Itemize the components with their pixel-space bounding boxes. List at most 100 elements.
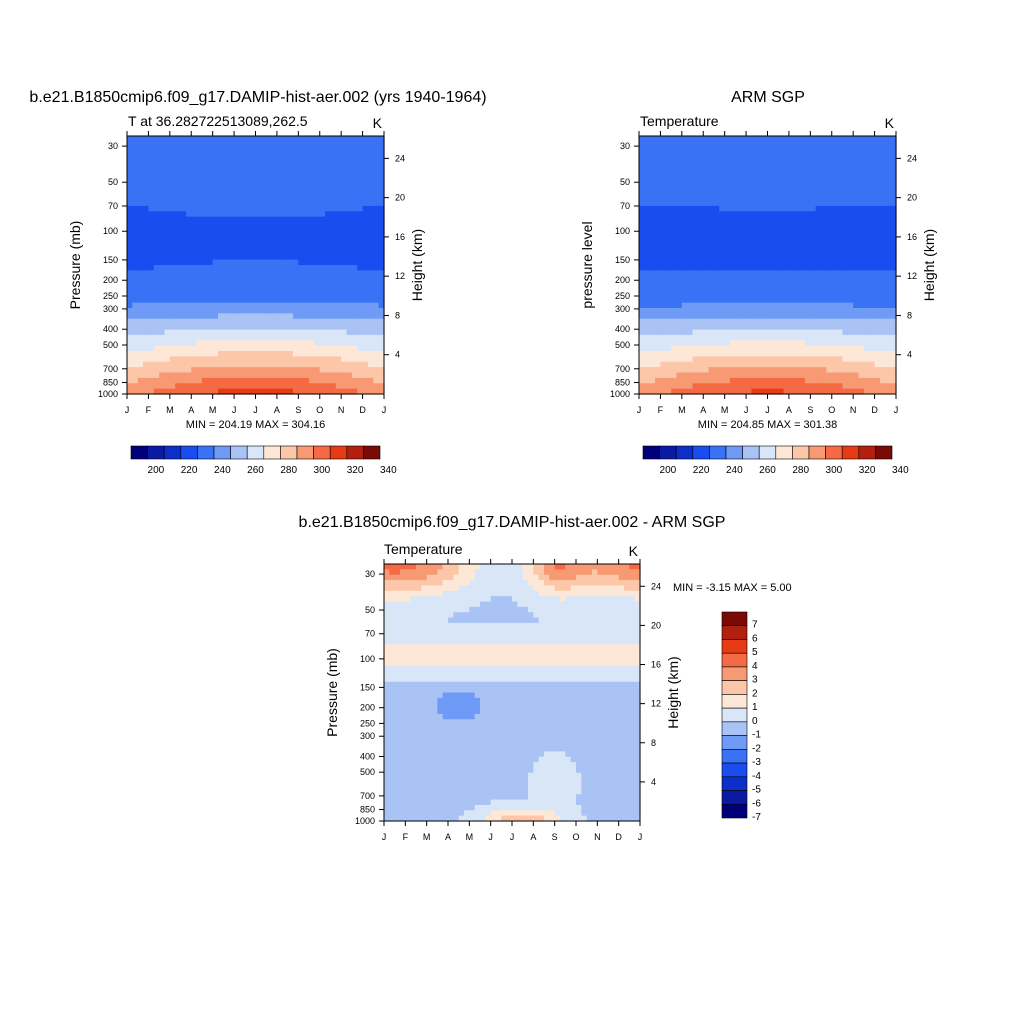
contour-cell: [730, 173, 736, 180]
contour-cell: [660, 281, 667, 288]
contour-cell: [292, 184, 299, 191]
contour-cell: [394, 660, 401, 667]
contour-cell: [378, 286, 385, 293]
contour-cell: [303, 243, 310, 250]
colorbar-swatch: [825, 445, 843, 460]
contour-cell: [708, 308, 715, 314]
contour-cell: [815, 232, 822, 239]
contour-cell: [756, 291, 763, 298]
contour-cell: [847, 189, 854, 196]
contour-cell: [394, 676, 401, 683]
contour-cell: [847, 313, 854, 320]
contour-cell: [196, 141, 203, 148]
contour-cell: [303, 372, 310, 379]
contour-cell: [767, 243, 774, 250]
contour-cell: [842, 211, 849, 218]
contour-cell: [201, 308, 208, 314]
contour-cell: [772, 216, 779, 223]
contour-cell: [772, 383, 779, 390]
contour-cell: [325, 372, 332, 379]
contour-cell: [298, 324, 305, 331]
contour-cell: [831, 291, 838, 298]
contour-cell: [309, 259, 315, 266]
contour-cell: [389, 746, 396, 752]
contour-cell: [724, 227, 731, 234]
contour-cell: [400, 692, 406, 699]
contour-cell: [810, 179, 817, 185]
contour-cell: [239, 383, 246, 390]
contour-cell: [788, 265, 795, 271]
contour-cell: [244, 254, 251, 261]
contour-cell: [196, 372, 203, 379]
contour-cell: [319, 367, 326, 374]
contour-cell: [201, 152, 208, 159]
contour-cell: [660, 329, 667, 336]
contour-cell: [783, 372, 790, 379]
contour-cell: [303, 291, 310, 298]
contour-cell: [772, 200, 779, 207]
contour-cell: [746, 345, 753, 352]
contour-cell: [794, 270, 801, 277]
contour-cell: [180, 152, 187, 159]
contour-cell: [788, 308, 795, 314]
contour-cell: [185, 162, 192, 169]
contour-cell: [180, 281, 187, 288]
contour-cell: [794, 179, 801, 185]
contour-cell: [837, 356, 844, 363]
contour-cell: [842, 345, 849, 352]
contour-cell: [842, 259, 849, 266]
contour-cell: [143, 356, 150, 363]
contour-cell: [384, 735, 390, 742]
contour-cell: [137, 334, 144, 341]
contour-cell: [260, 265, 267, 271]
contour-cell: [687, 179, 694, 185]
contour-cell: [271, 313, 278, 320]
contour-cell: [655, 302, 662, 309]
contour-cell: [799, 141, 806, 148]
contour-cell: [655, 388, 662, 395]
contour-cell: [250, 291, 257, 298]
contour-cell: [703, 222, 710, 228]
contour-cell: [863, 238, 870, 245]
contour-cell: [276, 377, 283, 384]
contour-cell: [831, 329, 838, 336]
contour-cell: [127, 291, 133, 298]
contour-cell: [874, 302, 881, 309]
contour-cell: [271, 334, 278, 341]
contour-cell: [746, 243, 753, 250]
contour-cell: [858, 243, 865, 250]
contour-cell: [815, 356, 822, 363]
contour-cell: [756, 356, 763, 363]
contour-cell: [735, 200, 742, 207]
contour-cell: [276, 189, 283, 196]
contour-cell: [639, 162, 645, 169]
contour-cell: [847, 361, 854, 368]
contour-cell: [821, 281, 827, 288]
contour-cell: [298, 275, 305, 282]
contour-cell: [185, 351, 192, 357]
contour-cell: [159, 361, 166, 368]
contour-cell: [687, 302, 694, 309]
contour-cell: [309, 324, 315, 331]
contour-cell: [697, 286, 704, 293]
contour-cell: [207, 146, 214, 153]
contour-cell: [212, 302, 219, 309]
contour-cell: [346, 162, 353, 169]
contour-cell: [303, 152, 310, 159]
contour-cell: [196, 238, 203, 245]
contour-cell: [837, 211, 844, 218]
contour-cell: [719, 211, 726, 218]
contour-cell: [879, 270, 886, 277]
contour-cell: [831, 313, 838, 320]
contour-cell: [143, 361, 150, 368]
contour-cell: [655, 146, 662, 153]
contour-cell: [148, 351, 155, 357]
contour-cell: [228, 136, 235, 142]
contour-cell: [649, 195, 656, 202]
contour-cell: [692, 254, 699, 261]
contour-cell: [309, 248, 315, 255]
contour-cell: [837, 340, 844, 347]
contour-cell: [767, 254, 774, 261]
contour-cell: [309, 243, 315, 250]
contour-cell: [665, 318, 672, 325]
